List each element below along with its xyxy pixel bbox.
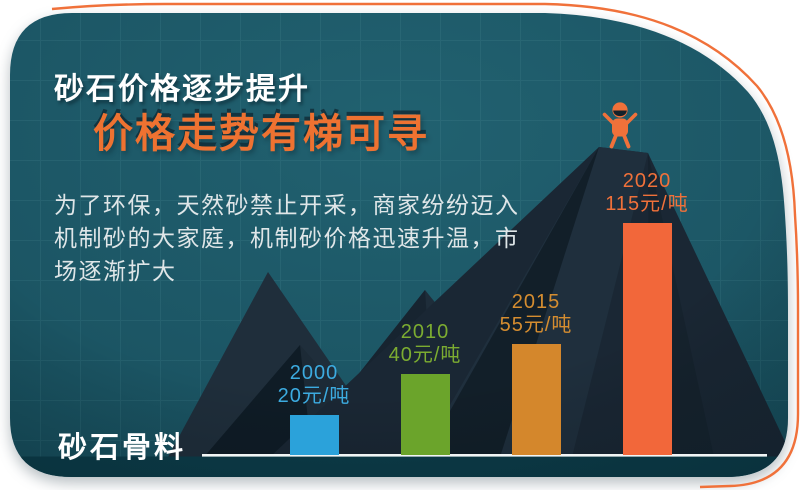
bar-group-2015: 2015 55元/吨 [481,291,591,455]
bar-label: 2010 40元/吨 [389,321,462,367]
bar [511,344,561,455]
page-title: 砂石价格逐步提升 [54,73,310,106]
bar-year-label: 2000 [289,362,339,384]
bar-year-label: 2020 [622,170,672,192]
bar-label: 2015 55元/吨 [500,291,573,337]
bar [622,223,672,455]
brand-label: 砂石骨料 [58,432,187,464]
page-subtitle: 价格走势有梯可寻 [93,112,429,156]
bar-year-label: 2010 [400,321,450,343]
bar-label: 2000 20元/吨 [278,362,351,408]
bar [400,374,450,455]
bar-group-2000: 2000 20元/吨 [259,362,369,455]
intro-paragraph: 为了环保，天然砂禁止开采，商家纷纷迈入 机制砂的大家庭，机制砂价格迅速升温，市 … [54,192,520,284]
vignette-overlay [10,13,788,477]
bar [289,415,339,455]
bar-value-label: 20元/吨 [277,385,351,407]
bar-group-2020: 2020 115元/吨 [592,170,702,455]
chart-baseline [202,454,767,457]
bar-value-label: 40元/吨 [388,344,462,366]
bar-group-2010: 2010 40元/吨 [370,321,480,455]
bar-label: 2020 115元/吨 [605,170,688,216]
climber-icon [602,102,638,149]
bar-value-label: 55元/吨 [499,314,573,336]
bar-value-label: 115元/吨 [605,193,689,215]
orange-border-line [51,2,800,489]
bar-year-label: 2015 [511,291,561,313]
